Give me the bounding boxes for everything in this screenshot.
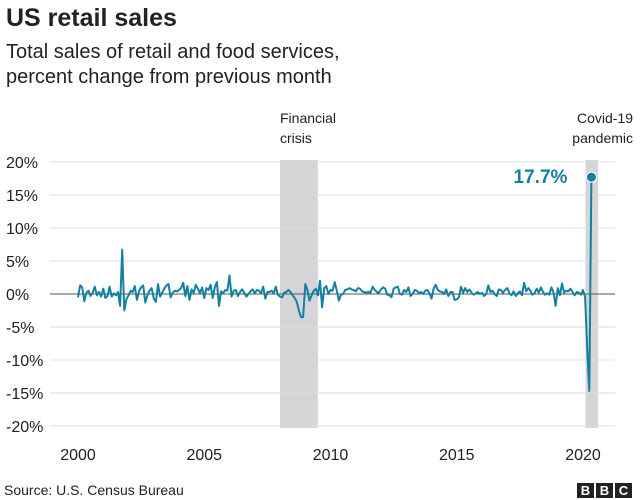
x-tick-label: 2015	[439, 447, 475, 464]
y-tick-label: 20%	[6, 155, 38, 172]
y-tick-label: -15%	[6, 386, 43, 403]
end-value-label: 17.7%	[514, 167, 568, 188]
y-tick-label: -5%	[6, 320, 34, 337]
y-tick-label: 10%	[6, 221, 38, 238]
shaded-period-label: pandemic	[572, 130, 633, 146]
chart-subtitle: Total sales of retail and food services,…	[6, 40, 606, 90]
y-tick-label: 5%	[6, 254, 29, 271]
end-point-marker	[585, 171, 597, 183]
series-line	[77, 177, 593, 392]
y-tick-label: 0%	[6, 287, 29, 304]
y-tick-label: -20%	[6, 419, 43, 436]
x-tick-label: 2000	[60, 447, 96, 464]
x-tick-label: 2005	[186, 447, 222, 464]
logo-block-b1: B	[577, 483, 594, 498]
logo-block-c: C	[615, 483, 632, 498]
subtitle-line-1: Total sales of retail and food services,	[6, 41, 340, 63]
x-tick-label: 2020	[565, 447, 601, 464]
bbc-logo: B B C	[577, 483, 632, 498]
chart-title: US retail sales	[6, 4, 177, 32]
shaded-period-label: Covid-19	[577, 110, 633, 126]
line-chart: Financial crisis Covid-19 pandemic 20% 15% 10%…	[6, 110, 633, 464]
y-tick-label: -10%	[6, 353, 43, 370]
y-tick-label: 15%	[6, 188, 38, 205]
source-note: Source: U.S. Census Bureau	[4, 482, 184, 498]
subtitle-line-2: percent change from previous month	[6, 66, 332, 88]
shaded-period-label: Financial	[280, 110, 336, 126]
x-tick-label: 2010	[313, 447, 349, 464]
logo-block-b2: B	[596, 483, 613, 498]
shaded-period-label: crisis	[280, 130, 312, 146]
